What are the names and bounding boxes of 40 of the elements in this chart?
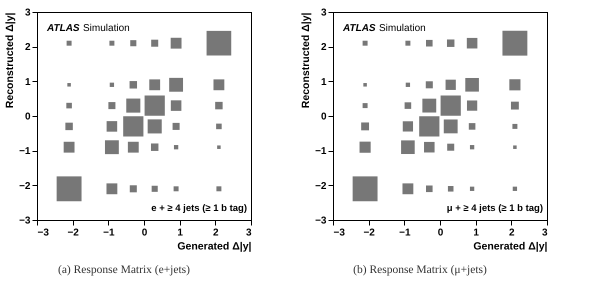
x-tick-label: −1 <box>103 228 115 238</box>
x-axis-title: Generated Δ|y| <box>177 240 252 252</box>
x-tick-label: −3 <box>334 228 346 238</box>
y-tick-label: 2 <box>320 42 327 54</box>
y-tick-label: 0 <box>320 112 327 122</box>
y-tick-label: −1 <box>315 146 327 158</box>
text: (a) Response Matrix (e+jets) <box>58 264 190 276</box>
annotation: ATLAS <box>342 23 376 34</box>
x-tick-label: −1 <box>399 228 411 238</box>
y-tick-label: −1 <box>19 146 31 158</box>
x-tick-label: 1 <box>473 228 480 238</box>
annotation: ATLAS <box>46 23 80 34</box>
y-tick-label: −3 <box>315 216 327 226</box>
y-tick-label: 2 <box>24 42 31 54</box>
x-tick-label: −3 <box>38 228 50 238</box>
y-tick-label: 3 <box>320 8 327 18</box>
annotation: Simulation <box>379 23 426 34</box>
x-axis-title: Generated Δ|y| <box>473 240 548 252</box>
x-tick-label: 3 <box>246 228 252 238</box>
text: (b) Response Matrix (μ+jets) <box>353 264 488 276</box>
y-axis-title: Reconstructed Δ|y| <box>4 12 16 108</box>
y-tick-label: 1 <box>320 76 327 88</box>
y-tick-label: −2 <box>315 180 327 192</box>
x-tick-label: −2 <box>67 228 80 238</box>
y-tick-label: −2 <box>19 180 31 192</box>
y-tick-label: 1 <box>24 76 31 88</box>
annotation: e + ≥ 4 jets (≥ 1 b tag) <box>151 203 247 214</box>
annotation: μ + ≥ 4 jets (≥ 1 b tag) <box>446 203 543 214</box>
y-tick-label: −3 <box>19 216 31 226</box>
y-tick-label: 3 <box>24 8 31 18</box>
x-tick-label: 3 <box>542 228 548 238</box>
x-tick-label: 0 <box>142 228 148 238</box>
x-tick-label: 2 <box>213 228 220 238</box>
y-tick-label: 0 <box>24 112 31 122</box>
annotation: Simulation <box>83 23 130 34</box>
x-tick-label: 2 <box>509 228 516 238</box>
x-tick-label: −2 <box>363 228 376 238</box>
x-tick-label: 0 <box>438 228 444 238</box>
x-tick-label: 1 <box>177 228 184 238</box>
y-axis-title: Reconstructed Δ|y| <box>300 12 312 108</box>
